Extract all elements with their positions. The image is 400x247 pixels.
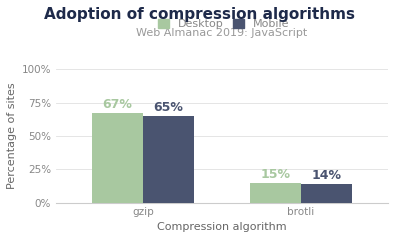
X-axis label: Compression algorithm: Compression algorithm: [157, 222, 287, 232]
Bar: [143, 116, 194, 203]
Text: 65%: 65%: [153, 101, 183, 114]
Y-axis label: Percentage of sites: Percentage of sites: [8, 82, 18, 189]
Bar: [250, 183, 301, 203]
Text: Adoption of compression algorithms: Adoption of compression algorithms: [44, 7, 356, 22]
Text: 67%: 67%: [103, 98, 132, 111]
Text: 15%: 15%: [261, 167, 291, 181]
Title: Web Almanac 2019: JavaScript: Web Almanac 2019: JavaScript: [136, 28, 308, 38]
Bar: [92, 113, 143, 203]
Text: 14%: 14%: [311, 169, 341, 182]
Legend: Desktop, Mobile: Desktop, Mobile: [158, 19, 290, 29]
Bar: [301, 184, 352, 203]
